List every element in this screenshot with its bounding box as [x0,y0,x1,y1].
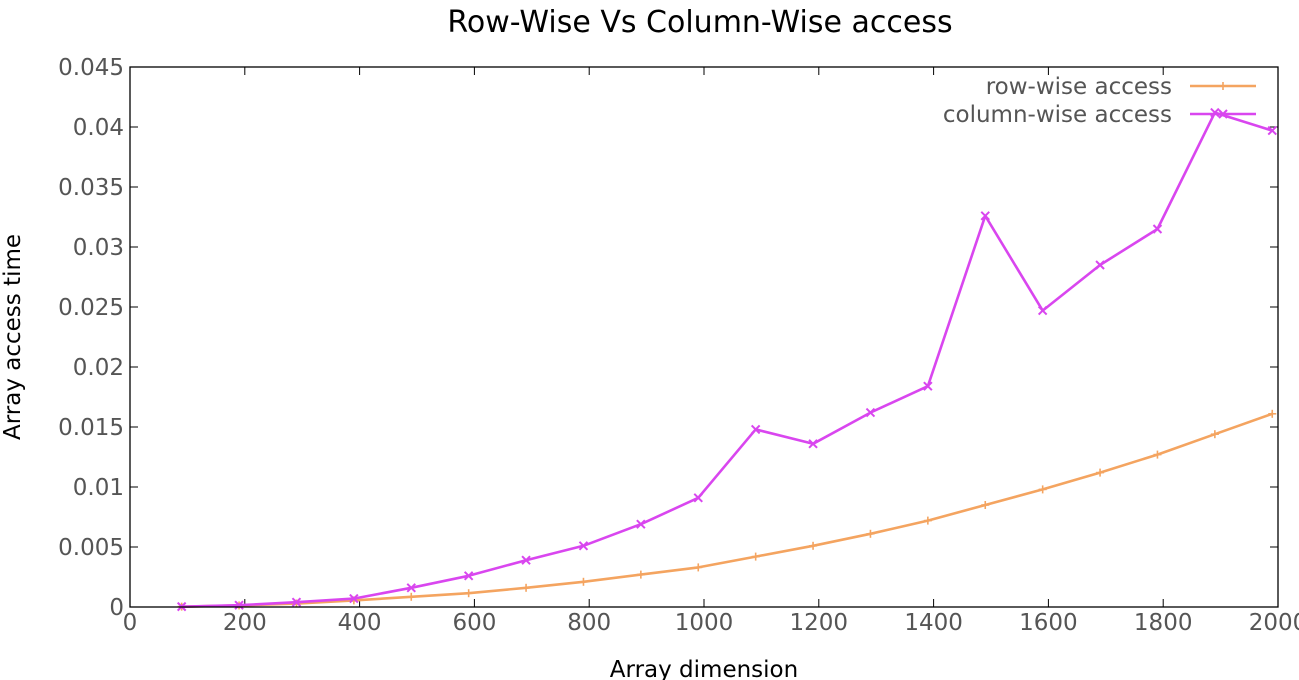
data-point-1-16-d2 [1095,260,1105,270]
data-point-0-11 [809,541,818,550]
data-point-1-4-d2 [406,583,416,593]
data-point-0-7 [579,577,588,586]
legend-marker-0 [1219,82,1227,90]
y-tick-label: 0 [109,595,124,621]
legend-label-1: column-wise access [943,102,1172,128]
y-axis-label: Array access time [0,234,26,440]
data-point-1-6 [521,555,531,565]
y-tick-label: 0.04 [73,115,124,141]
data-point-0-8 [636,570,645,579]
data-point-0-9 [694,563,703,572]
data-point-1-5-d2 [463,571,474,581]
series-line-1 [181,111,1273,608]
plot-area [176,107,1277,612]
data-point-1-2 [291,597,302,607]
data-point-0-16 [1096,468,1105,477]
data-point-1-3-d2 [349,593,359,604]
data-point-1-1 [234,600,244,610]
data-point-1-12 [865,407,876,418]
data-point-0-15 [1038,485,1047,494]
data-point-0-19 [1268,409,1277,418]
y-tick-label: 0.035 [58,175,124,201]
x-tick-label: 1600 [1019,610,1078,636]
x-axis-label: Array dimension [610,657,798,680]
data-point-1-17 [1152,224,1163,234]
x-tick-label: 1200 [790,610,849,636]
data-point-1-9 [693,493,703,503]
y-tick-label: 0.03 [73,235,124,261]
data-point-1-10 [750,424,761,435]
data-point-1-3 [349,593,359,604]
data-point-1-13-d2 [923,381,933,391]
x-tick-label: 200 [223,610,267,636]
y-tick-label: 0.045 [58,55,124,81]
data-point-1-5 [463,571,474,581]
y-tick-label: 0.025 [58,295,124,321]
data-point-1-10-d2 [750,424,761,435]
data-point-1-15 [1037,305,1048,316]
y-tick-label: 0.005 [58,535,124,561]
y-tick-label: 0.015 [58,415,124,441]
data-point-0-14 [981,501,990,509]
x-tick-label: 400 [338,610,382,636]
data-point-1-19-d2 [1267,125,1277,136]
data-point-1-14-d2 [980,211,990,221]
data-point-0-4 [407,592,416,601]
x-tick-label: 1400 [904,610,963,636]
legend-label-0: row-wise access [986,74,1172,100]
y-tick-label: 0.01 [73,475,124,501]
data-point-1-13 [923,381,933,391]
data-point-1-11-d2 [808,439,818,449]
data-point-1-1-d2 [234,600,244,610]
data-point-0-6 [522,583,531,592]
data-point-1-19 [1267,125,1277,136]
data-point-1-4 [406,583,416,593]
data-point-0-17 [1153,450,1162,459]
data-point-1-16 [1095,260,1105,270]
data-point-0-10 [751,552,760,561]
x-tick-label: 0 [123,610,138,636]
data-point-1-12-d2 [865,407,876,418]
data-point-1-7 [578,541,589,551]
x-tick-label: 800 [567,610,611,636]
series-line-0 [181,412,1273,608]
data-point-1-6-d2 [521,555,531,565]
data-point-0-18 [1210,430,1219,439]
data-point-0-12 [866,529,875,538]
legend-marker-1-d2 [1218,109,1228,119]
y-tick-label: 0.02 [73,355,124,381]
chart-title: Row-Wise Vs Column-Wise access [447,5,952,40]
axis-ticks [129,66,1279,608]
data-point-1-14 [980,211,990,221]
data-point-1-2-d2 [291,597,302,607]
data-point-1-9-d2 [693,493,703,503]
series-0 [177,409,1277,611]
data-point-0-13 [923,516,932,525]
series-1 [176,107,1277,612]
x-tick-label: 1800 [1134,610,1193,636]
data-point-0-5 [464,589,473,598]
data-point-1-8 [636,519,646,529]
plot-frame [129,66,1279,608]
data-point-1-11 [808,439,818,449]
legend-marker-1 [1218,109,1228,119]
data-point-1-15-d2 [1037,305,1048,316]
x-tick-label: 600 [452,610,496,636]
data-point-1-17-d2 [1152,224,1163,234]
x-tick-label: 1000 [675,610,734,636]
data-point-1-8-d2 [636,519,646,529]
data-point-1-7-d2 [578,541,589,551]
